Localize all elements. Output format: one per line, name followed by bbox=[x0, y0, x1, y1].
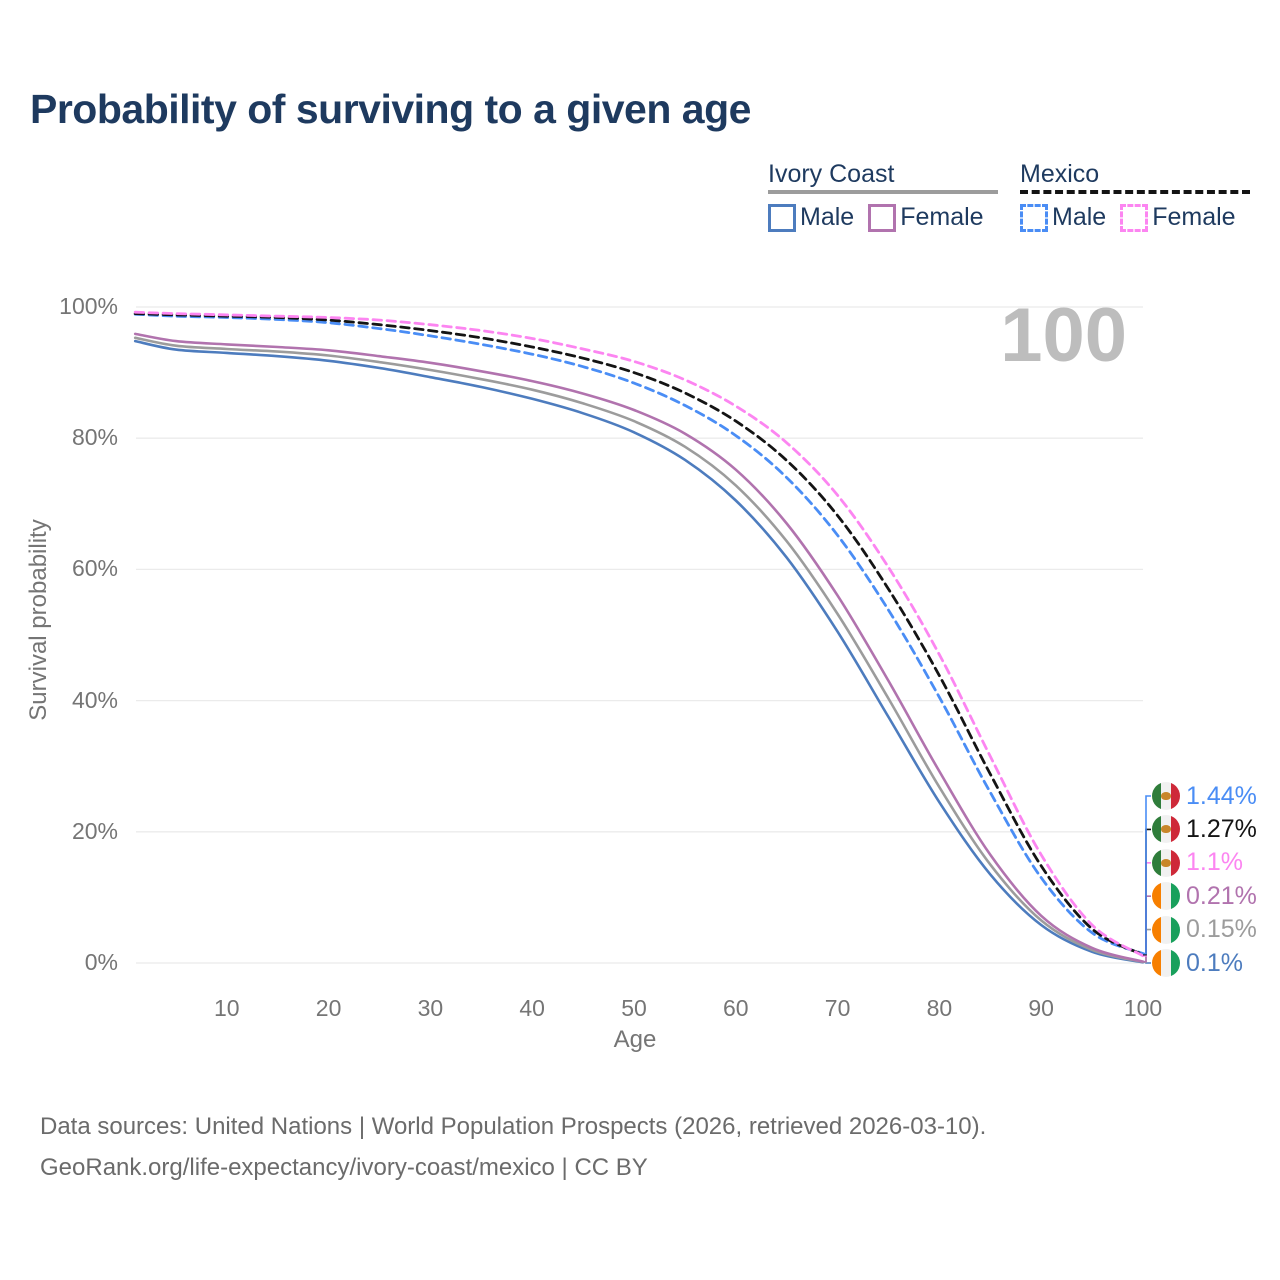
legend-swatch-mexico-male[interactable] bbox=[1020, 203, 1048, 232]
end-label-ivory-coast-female: 0.21% bbox=[1152, 880, 1257, 912]
footer-sources: Data sources: United Nations | World Pop… bbox=[40, 1113, 987, 1140]
leader-line-mexico-both-sexes bbox=[1143, 828, 1151, 956]
legend-group-ivory-coast: Ivory Coast Male Female bbox=[768, 160, 998, 232]
x-tick-40: 40 bbox=[519, 995, 545, 1021]
end-label-value-mexico-female: 1.1% bbox=[1186, 848, 1243, 877]
x-tick-20: 20 bbox=[315, 995, 342, 1021]
ivory-coast-flag-icon bbox=[1152, 882, 1180, 911]
end-label-mexico-female: 1.1% bbox=[1152, 847, 1243, 879]
x-axis-title: Age bbox=[613, 1026, 657, 1053]
footer: Data sources: United Nations | World Pop… bbox=[40, 1106, 986, 1188]
end-label-value-mexico-both-sexes: 1.27% bbox=[1186, 814, 1257, 843]
series-line-ivory-coast-female[interactable] bbox=[133, 332, 1145, 963]
x-tick-70: 70 bbox=[824, 995, 851, 1021]
x-tick-10: 10 bbox=[214, 995, 240, 1021]
series-line-mexico-male[interactable] bbox=[133, 312, 1145, 955]
age-watermark: 100 bbox=[1000, 293, 1127, 378]
legend-line-swatch-mexico bbox=[1020, 190, 1250, 194]
end-label-ivory-coast-both-sexes: 0.15% bbox=[1152, 914, 1257, 946]
leader-line-mexico-male bbox=[1143, 795, 1151, 955]
x-tick-80: 80 bbox=[926, 995, 953, 1021]
ivory-coast-flag-icon bbox=[1152, 915, 1180, 944]
ivory-coast-flag-icon bbox=[1152, 949, 1180, 977]
leader-line-mexico-female bbox=[1143, 862, 1151, 957]
footer-link: GeoRank.org/life-expectancy/ivory-coast/… bbox=[40, 1154, 648, 1181]
mexico-flag-icon bbox=[1152, 782, 1180, 810]
end-label-ivory-coast-male: 0.1% bbox=[1152, 947, 1243, 979]
legend-line-swatch-ivory-coast bbox=[768, 190, 998, 194]
mexico-flag-icon bbox=[1152, 848, 1180, 877]
series-line-mexico-both-sexes[interactable] bbox=[133, 312, 1145, 957]
series-line-mexico-female[interactable] bbox=[133, 310, 1145, 958]
end-label-value-mexico-male: 1.44% bbox=[1186, 781, 1257, 810]
x-tick-60: 60 bbox=[723, 995, 749, 1021]
x-tick-30: 30 bbox=[417, 995, 444, 1021]
end-label-mexico-both-sexes: 1.27% bbox=[1152, 813, 1257, 845]
legend-group-title-ivory-coast: Ivory Coast bbox=[768, 160, 895, 188]
legend-swatch-ivory-coast-female[interactable] bbox=[868, 203, 897, 232]
y-tick-40: 40% bbox=[71, 686, 118, 713]
legend-swatch-mexico-female[interactable] bbox=[1120, 203, 1149, 232]
x-tick-100: 100 bbox=[1123, 995, 1163, 1021]
y-tick-80: 80% bbox=[71, 424, 118, 451]
end-label-value-ivory-coast-male: 0.1% bbox=[1186, 948, 1243, 977]
legend-label-ivory-coast-female[interactable]: Female bbox=[900, 203, 984, 231]
x-tick-90: 90 bbox=[1028, 995, 1054, 1021]
y-tick-60: 60% bbox=[71, 555, 118, 582]
x-tick-50: 50 bbox=[621, 995, 647, 1021]
mexico-flag-icon bbox=[1152, 815, 1180, 844]
legend-group-mexico: Mexico Male Female bbox=[1020, 160, 1250, 232]
y-tick-0: 0% bbox=[84, 949, 118, 975]
series-line-ivory-coast-both-sexes[interactable] bbox=[133, 336, 1145, 964]
series-line-ivory-coast-male[interactable] bbox=[133, 339, 1145, 964]
legend-label-mexico-female[interactable]: Female bbox=[1152, 203, 1236, 231]
end-label-value-ivory-coast-both-sexes: 0.15% bbox=[1186, 915, 1257, 944]
legend-label-ivory-coast-male[interactable]: Male bbox=[800, 203, 855, 231]
y-tick-20: 20% bbox=[71, 817, 118, 844]
leader-line-ivory-coast-both-sexes bbox=[1143, 928, 1151, 963]
y-tick-100: 100% bbox=[59, 293, 118, 319]
legend-group-title-mexico: Mexico bbox=[1020, 160, 1100, 188]
end-label-mexico-male: 1.44% bbox=[1152, 780, 1257, 812]
page-title: Probability of surviving to a given age bbox=[30, 86, 751, 132]
legend-swatch-ivory-coast-male[interactable] bbox=[768, 203, 796, 232]
end-label-value-ivory-coast-female: 0.21% bbox=[1186, 881, 1257, 910]
legend-label-mexico-male[interactable]: Male bbox=[1052, 203, 1107, 231]
